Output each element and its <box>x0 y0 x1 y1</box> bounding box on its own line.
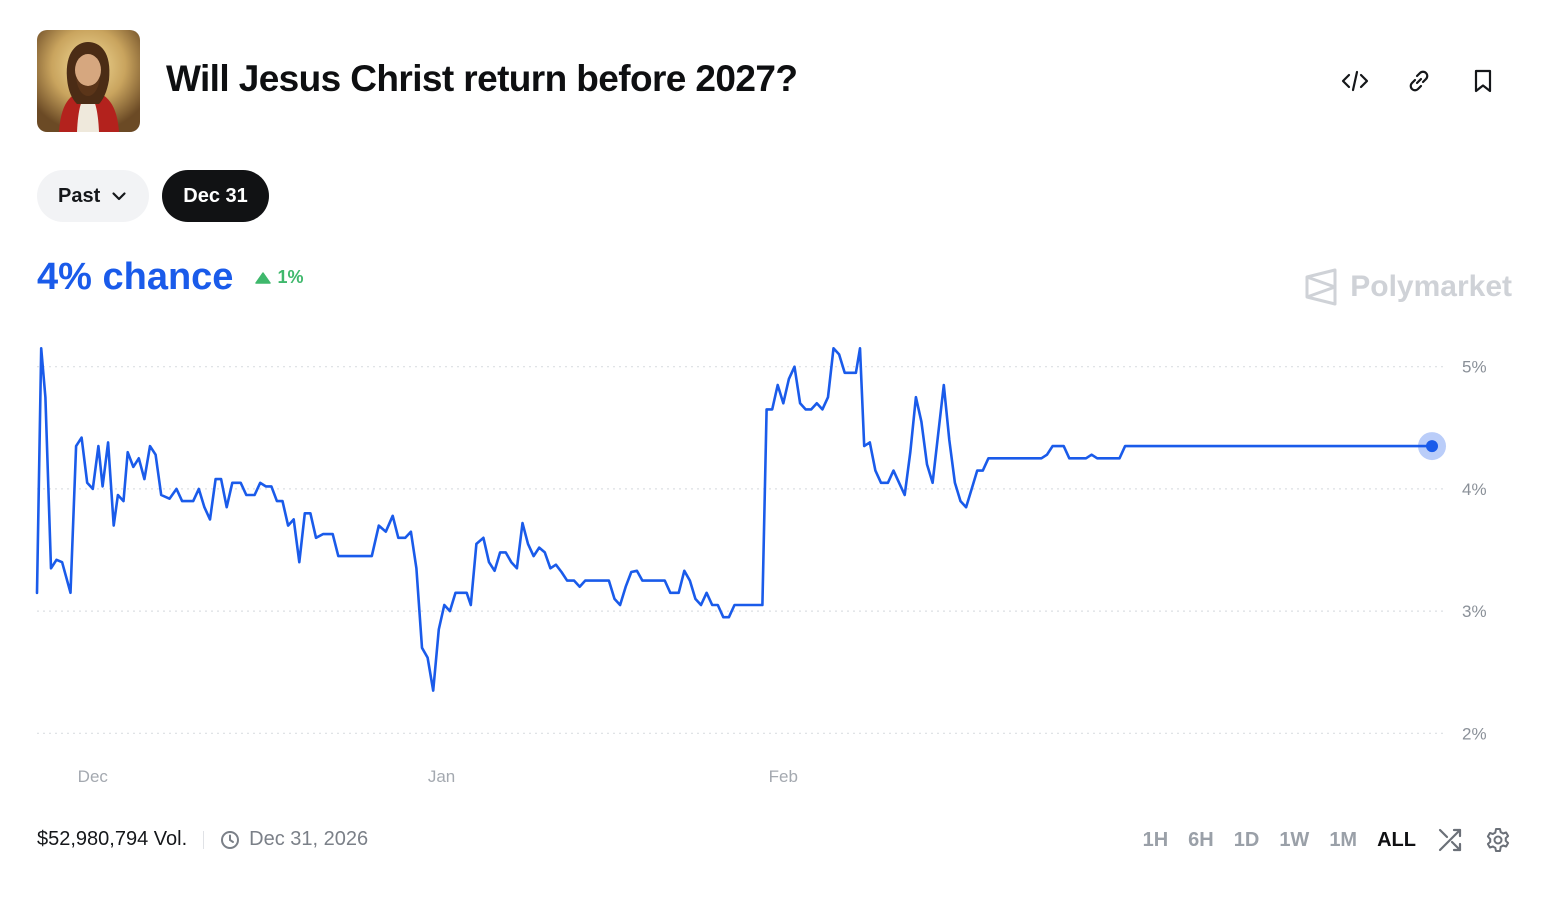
end-date-text: Dec 31, 2026 <box>249 828 369 850</box>
chart-grid <box>37 366 1445 734</box>
link-icon <box>1409 70 1429 92</box>
range-all[interactable]: ALL <box>1377 828 1416 851</box>
market-footer: $52,980,794 Vol. Dec 31, 2026 <box>37 828 368 851</box>
past-dropdown-label: Past <box>58 184 101 207</box>
y-tick-label: 5% <box>1462 358 1487 377</box>
range-1d[interactable]: 1D <box>1233 828 1260 851</box>
chevron-down-icon <box>112 192 126 201</box>
range-1h[interactable]: 1H <box>1142 828 1169 851</box>
chart-series-line <box>35 347 1434 692</box>
range-6h[interactable]: 6H <box>1188 828 1214 851</box>
volume-text: $52,980,794 Vol. <box>37 828 188 850</box>
brand-name: Polymarket <box>1350 270 1512 303</box>
price-chart[interactable]: 5% 4% 3% 2% Dec Jan Feb <box>0 330 1542 800</box>
end-date: Dec 31, 2026 <box>220 828 368 851</box>
bookmark-icon <box>1474 69 1492 93</box>
market-title: Will Jesus Christ return before 2027? <box>166 58 798 99</box>
date-pill-label: Dec 31 <box>183 184 248 207</box>
range-1w[interactable]: 1W <box>1279 828 1310 851</box>
x-tick-label: Jan <box>428 767 455 786</box>
polymarket-logo-icon <box>1305 268 1337 306</box>
chance-change-value: 1% <box>277 267 304 287</box>
time-range-selector: 1H 6H 1D 1W 1M ALL <box>1143 826 1512 854</box>
x-tick-label: Dec <box>78 767 109 786</box>
polymarket-watermark: Polymarket <box>1304 268 1512 306</box>
date-pill-selected[interactable]: Dec 31 <box>162 170 269 222</box>
y-tick-label: 2% <box>1462 724 1487 743</box>
chance-summary: 4% chance 1% <box>37 256 303 299</box>
gear-icon <box>1486 828 1510 852</box>
chart-current-point <box>1426 440 1438 453</box>
y-tick-label: 3% <box>1462 602 1487 621</box>
clock-icon <box>221 830 240 849</box>
code-icon <box>1341 70 1369 92</box>
bookmark-button[interactable] <box>1464 62 1502 100</box>
past-dropdown[interactable]: Past <box>37 170 150 222</box>
copy-link-button[interactable] <box>1400 62 1438 100</box>
header-actions <box>1336 62 1502 100</box>
chart-settings-button[interactable] <box>1484 826 1512 854</box>
chance-value: 4% chance <box>37 256 234 298</box>
shuffle-button[interactable] <box>1436 826 1464 854</box>
footer-divider <box>203 830 205 849</box>
market-thumbnail <box>37 30 140 132</box>
embed-code-button[interactable] <box>1336 62 1374 100</box>
range-1m[interactable]: 1M <box>1329 828 1358 851</box>
chance-change: 1% <box>255 267 303 288</box>
x-tick-label: Feb <box>769 767 798 786</box>
shuffle-icon <box>1438 828 1462 852</box>
y-axis-ticks: 5% 4% 3% 2% <box>1462 358 1487 744</box>
date-filters: Past Dec 31 <box>37 170 269 222</box>
x-axis-ticks: Dec Jan Feb <box>78 767 798 786</box>
y-tick-label: 4% <box>1462 480 1487 499</box>
jesus-portrait-thumbnail <box>37 30 140 132</box>
triangle-up-icon <box>255 271 272 284</box>
